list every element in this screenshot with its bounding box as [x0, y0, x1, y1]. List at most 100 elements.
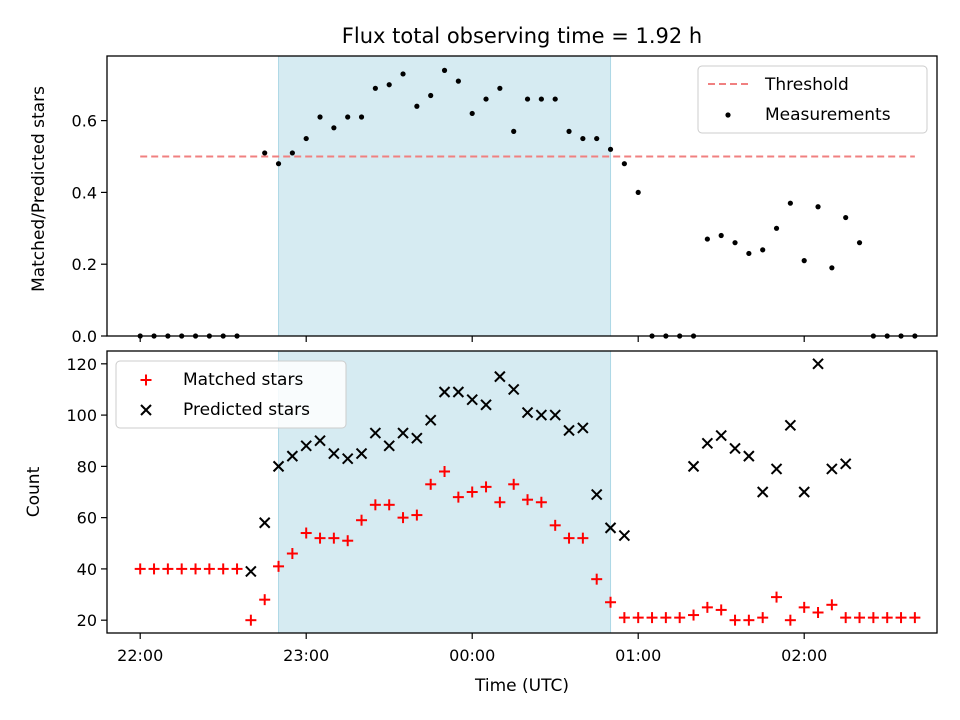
matched-star-point — [508, 478, 520, 490]
matched-star-point — [563, 532, 575, 544]
matched-star-point — [148, 563, 160, 575]
predicted-star-point — [826, 463, 838, 475]
matched-star-point — [605, 596, 617, 608]
bottom-y-axis: 20 40 60 80 100 120 — [66, 355, 107, 630]
measurement-point — [787, 200, 793, 206]
chart-title: Flux total observing time = 1.92 h — [342, 24, 702, 48]
predicted-star-point — [535, 409, 548, 421]
measurement-point — [829, 265, 835, 271]
matched-star-point — [715, 604, 727, 616]
y-tick-label: 80 — [77, 457, 97, 476]
predicted-star-point — [286, 450, 299, 462]
x-axis-label: Time (UTC) — [474, 676, 569, 696]
measurement-point — [746, 250, 752, 257]
measurement-point — [635, 189, 641, 196]
measurement-point — [704, 236, 710, 242]
predicted-star-point — [770, 463, 783, 475]
top-legend: Threshold Measurements — [697, 65, 928, 134]
legend-predicted-swatch — [140, 404, 152, 416]
legend-measurement-swatch — [725, 112, 731, 118]
matched-star-point — [273, 560, 285, 572]
legend-box — [115, 360, 347, 429]
bottom-y-axis-label: Count — [24, 466, 44, 517]
matched-star-point — [383, 499, 395, 511]
matched-star-point — [895, 612, 907, 624]
measurement-point — [566, 128, 572, 134]
measurement-point — [414, 103, 420, 109]
predicted-star-point — [549, 409, 561, 421]
predicted-star-point — [424, 414, 437, 426]
bottom-panel: 20 40 60 80 100 120 22:00 23:00 00:00 01:00 02:00… — [24, 350, 938, 665]
measurement-point — [275, 161, 282, 167]
predicted-star-point — [494, 370, 506, 383]
measurement-point — [303, 135, 309, 142]
matched-star-point — [286, 548, 298, 560]
predicted-star-point — [618, 529, 631, 542]
matched-star-point — [411, 509, 423, 521]
measurement-point — [345, 114, 351, 120]
y-tick-label: 0.4 — [72, 183, 97, 202]
legend-matched-swatch — [140, 374, 152, 386]
predicted-star-point — [452, 386, 465, 398]
bottom-series-layer — [134, 358, 921, 626]
matched-star-point — [591, 573, 603, 585]
predicted-star-point — [839, 458, 852, 470]
x-tick-label: 02:00 — [781, 646, 827, 665]
matched-star-point — [328, 532, 340, 544]
matched-star-point — [176, 563, 188, 575]
matched-star-point — [369, 499, 381, 511]
top-series-layer — [137, 67, 918, 339]
x-tick-label: 01:00 — [615, 646, 661, 665]
matched-star-point — [231, 563, 243, 575]
matched-star-point — [356, 514, 368, 526]
matched-star-point — [812, 606, 824, 618]
measurement-point — [483, 96, 489, 102]
matched-star-point — [646, 612, 658, 624]
legend-predicted-label: Predicted stars — [183, 400, 310, 420]
top-y-axis: 0.0 0.2 0.4 0.6 — [72, 112, 107, 346]
measurement-point — [718, 232, 724, 239]
predicted-star-point — [245, 565, 257, 578]
predicted-star-point — [521, 406, 534, 419]
predicted-star-point — [563, 424, 575, 437]
predicted-star-point — [756, 486, 769, 498]
legend-box — [697, 65, 928, 134]
y-tick-label: 100 — [66, 406, 97, 425]
measurement-point — [538, 96, 544, 102]
top-plot-frame — [106, 55, 938, 337]
matched-star-point — [425, 478, 437, 490]
predicted-star-point — [729, 442, 741, 455]
matched-star-point — [674, 612, 686, 624]
matched-star-point — [203, 563, 215, 575]
measurement-point — [760, 247, 766, 253]
measurement-point — [511, 128, 517, 134]
predicted-star-point — [687, 460, 700, 473]
x-tick-label: 22:00 — [117, 646, 163, 665]
matched-star-point — [632, 612, 644, 624]
y-tick-label: 120 — [66, 355, 97, 374]
measurement-point — [843, 214, 849, 221]
predicted-star-point — [577, 422, 589, 434]
measurement-point — [815, 204, 821, 210]
predicted-star-point — [314, 435, 326, 447]
predicted-star-point — [812, 358, 824, 370]
matched-star-point — [480, 481, 492, 493]
predicted-star-point — [397, 427, 409, 439]
matched-star-point — [743, 614, 755, 626]
predicted-star-point — [328, 447, 340, 460]
measurement-point — [317, 114, 323, 120]
y-tick-label: 40 — [77, 560, 97, 579]
predicted-star-point — [438, 386, 451, 398]
matched-star-point — [909, 612, 921, 624]
legend-threshold-label: Threshold — [764, 75, 849, 95]
top-panel: 0.0 0.2 0.4 0.6 Matched/Predicted stars Thr… — [29, 55, 938, 346]
matched-star-point — [618, 612, 630, 624]
predicted-star-point — [341, 452, 354, 465]
legend-measurement-label: Measurements — [765, 105, 891, 125]
matched-star-point — [342, 535, 354, 547]
top-x-ticks — [139, 336, 805, 342]
measurement-point — [386, 82, 392, 88]
matched-star-point — [577, 532, 589, 544]
measurement-point — [732, 240, 738, 246]
